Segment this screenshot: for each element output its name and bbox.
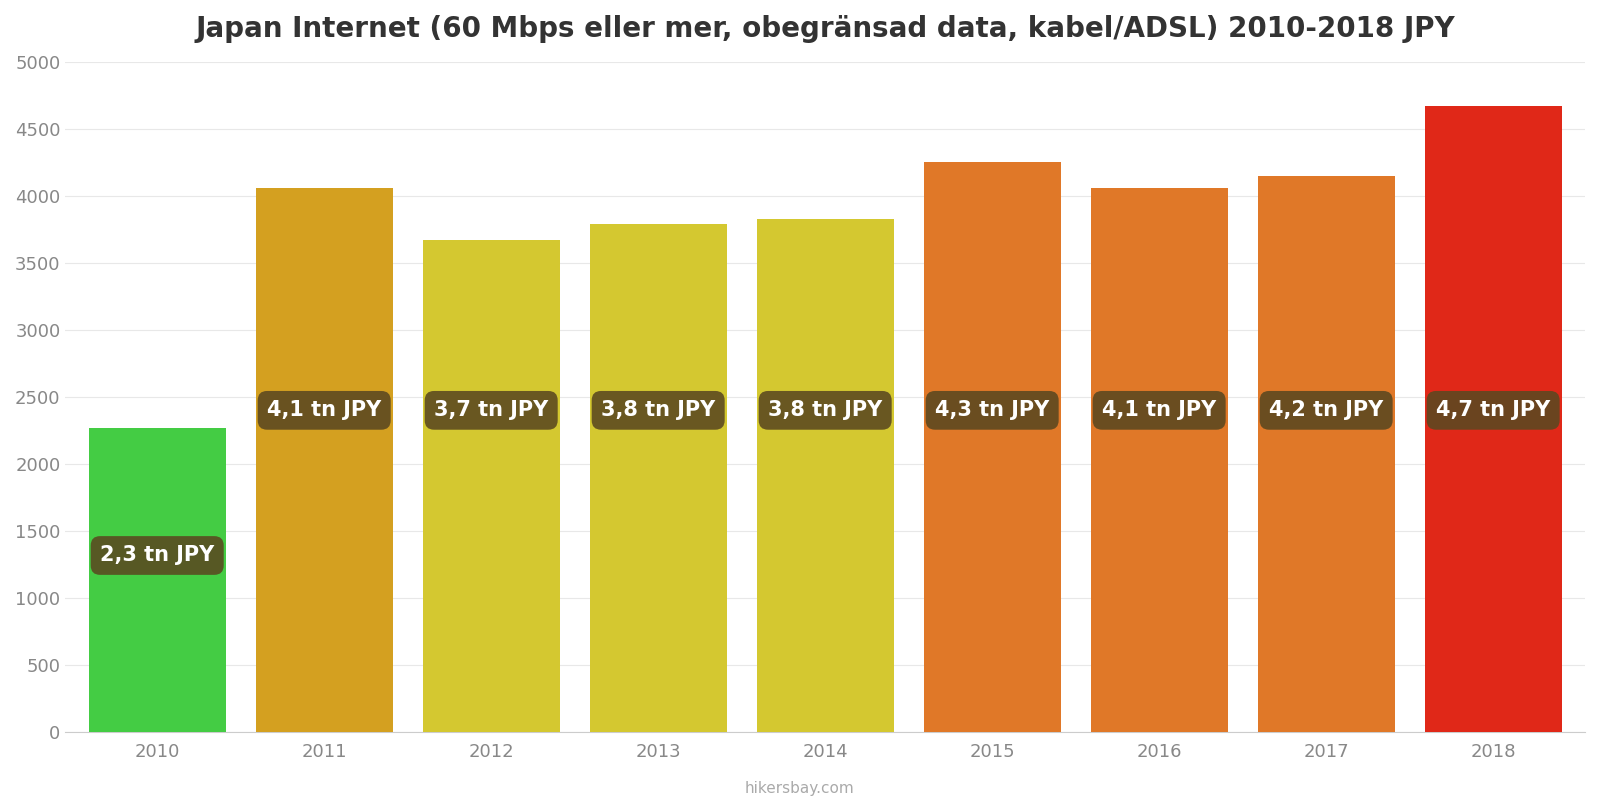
Text: 4,3 tn JPY: 4,3 tn JPY [934,400,1050,420]
Bar [757,218,894,732]
Text: 3,7 tn JPY: 3,7 tn JPY [434,400,549,420]
Text: 4,2 tn JPY: 4,2 tn JPY [1269,400,1384,420]
Text: 4,7 tn JPY: 4,7 tn JPY [1437,400,1550,420]
Text: 3,8 tn JPY: 3,8 tn JPY [768,400,882,420]
Text: 2,3 tn JPY: 2,3 tn JPY [101,546,214,566]
Text: 4,1 tn JPY: 4,1 tn JPY [1102,400,1216,420]
Bar [590,224,726,732]
Bar [256,188,392,732]
Text: hikersbay.com: hikersbay.com [746,781,854,796]
Bar [923,162,1061,732]
Bar [1091,188,1227,732]
Title: Japan Internet (60 Mbps eller mer, obegränsad data, kabel/ADSL) 2010-2018 JPY: Japan Internet (60 Mbps eller mer, obegr… [195,15,1454,43]
Bar [1258,176,1395,732]
Bar [88,428,226,732]
Bar [1424,106,1562,732]
Text: 4,1 tn JPY: 4,1 tn JPY [267,400,381,420]
Bar [422,240,560,732]
Text: 3,8 tn JPY: 3,8 tn JPY [602,400,715,420]
